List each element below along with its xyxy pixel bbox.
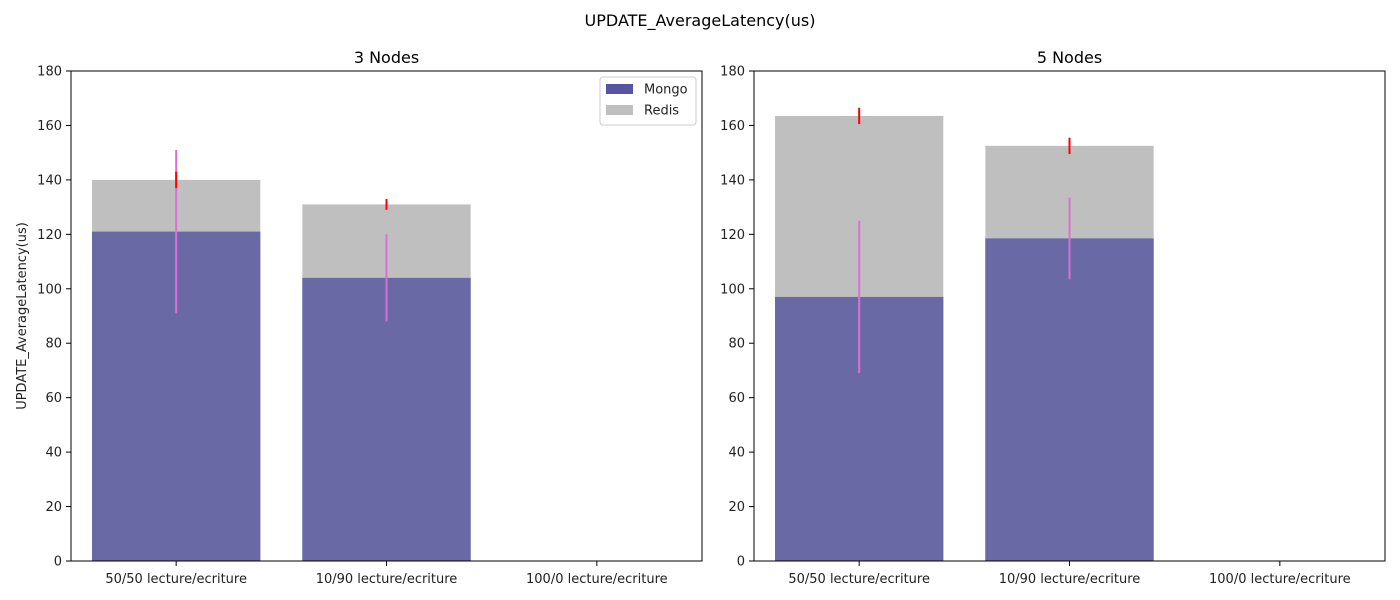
legend-swatch-mongo — [606, 84, 633, 94]
legend-swatch-redis — [606, 105, 633, 115]
bar-mongo-overlay — [985, 238, 1154, 561]
y-tick-label: 60 — [728, 391, 745, 406]
chart-panel-2: 0 20 40 60 80 100 120 140 160 180 50/50 lecture/ec… — [720, 48, 1386, 587]
x-tick-label: 50/50 lecture/ecriture — [788, 572, 930, 587]
chart-panel-1: 0 20 40 60 80 100 120 140 160 180 50/50 lecture/ec… — [15, 48, 703, 587]
x-tick-label: 100/0 lecture/ecriture — [526, 572, 668, 587]
y-tick-label: 120 — [37, 228, 62, 243]
x-tick-label: 10/90 lecture/ecriture — [999, 572, 1141, 587]
chart-title: 5 Nodes — [1037, 48, 1102, 67]
panels: 0 20 40 60 80 100 120 140 160 180 50/50 lecture/ec… — [15, 48, 1386, 587]
y-tick-label: 120 — [720, 228, 745, 243]
y-tick-label: 80 — [45, 337, 62, 352]
bar-mongo-overlay — [302, 277, 471, 561]
x-tick-label: 50/50 lecture/ecriture — [105, 572, 247, 587]
y-tick-label: 20 — [45, 500, 62, 515]
y-tick-label: 0 — [54, 555, 62, 570]
y-tick-label: 20 — [728, 500, 745, 515]
y-tick-label: 80 — [728, 337, 745, 352]
y-tick-label: 140 — [720, 173, 745, 188]
y-tick-label: 180 — [720, 65, 745, 80]
y-tick-label: 180 — [37, 65, 62, 80]
y-tick-label: 140 — [37, 173, 62, 188]
y-tick-label: 100 — [37, 282, 62, 297]
y-tick-label: 0 — [737, 555, 745, 570]
figure-title: UPDATE_AverageLatency(us) — [585, 11, 816, 31]
x-tick-label: 10/90 lecture/ecriture — [316, 572, 458, 587]
y-axis-label: UPDATE_AverageLatency(us) — [15, 222, 30, 410]
legend-label-mongo: Mongo — [644, 83, 688, 98]
y-tick-label: 100 — [720, 282, 745, 297]
y-tick-label: 40 — [45, 446, 62, 461]
y-tick-label: 40 — [728, 446, 745, 461]
y-tick-label: 160 — [720, 119, 745, 134]
x-tick-label: 100/0 lecture/ecriture — [1209, 572, 1351, 587]
y-tick-label: 160 — [37, 119, 62, 134]
y-tick-label: 60 — [45, 391, 62, 406]
legend-label-redis: Redis — [644, 104, 679, 119]
chart-title: 3 Nodes — [354, 48, 419, 67]
